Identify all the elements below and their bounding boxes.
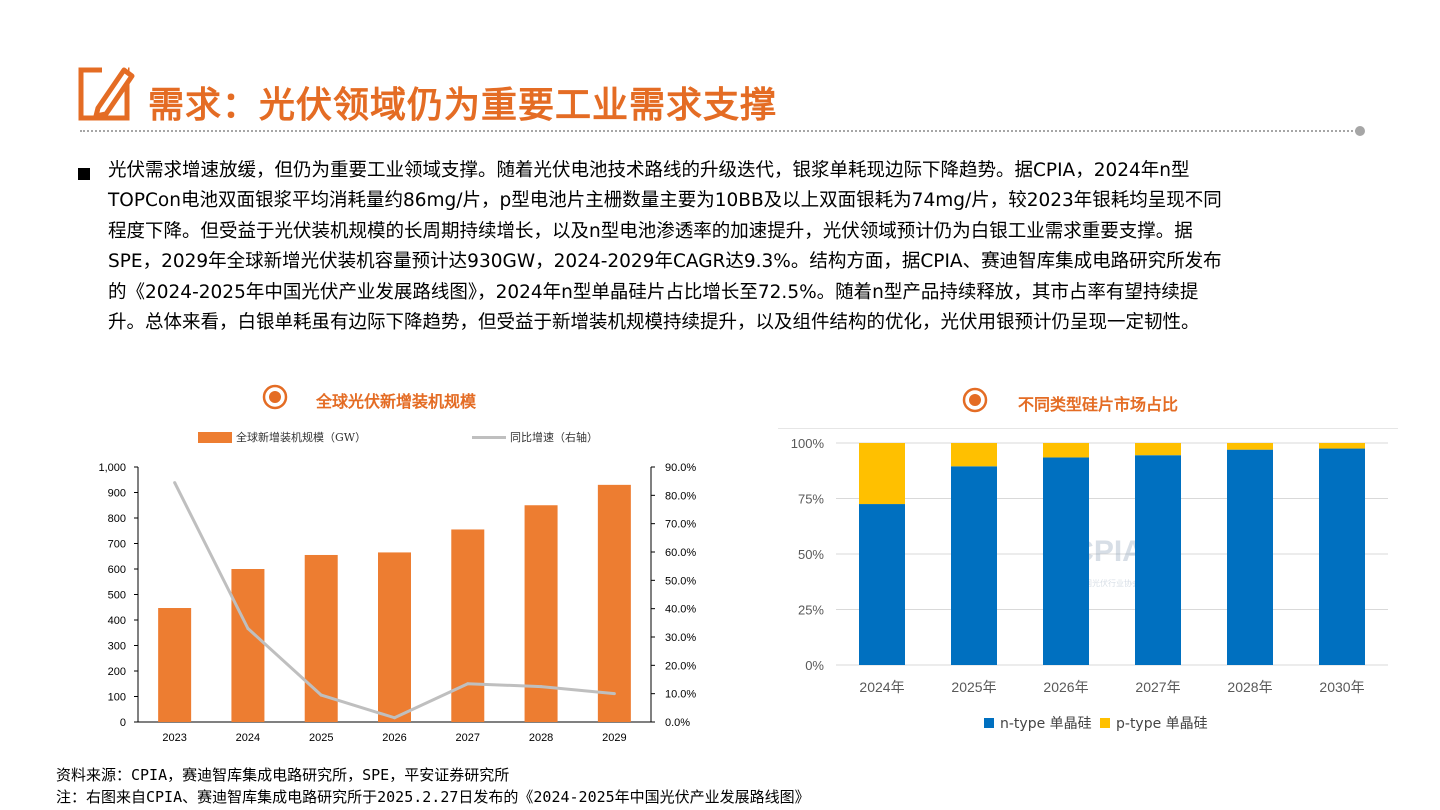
- bar-ntype-2024年: [859, 504, 905, 665]
- legend-swatch-bar: [198, 431, 232, 443]
- bar-ptype-2030年: [1319, 443, 1365, 449]
- footnote: 注：右图来自CPIA、赛迪智库集成电路研究所于2025.2.27日发布的《202…: [56, 788, 810, 806]
- y-tick-label: 50%: [798, 547, 824, 562]
- bar-2023: [158, 608, 192, 722]
- bar-ptype-2028年: [1227, 443, 1273, 450]
- y-left-tick-label: 900: [108, 488, 126, 500]
- y-right-tick-label: 0.0%: [665, 717, 690, 729]
- bar-ntype-2030年: [1319, 448, 1365, 665]
- y-left-tick-label: 100: [108, 692, 126, 704]
- x-tick-label: 2028年: [1227, 679, 1272, 695]
- x-tick-label: 2025: [309, 732, 333, 744]
- y-left-tick-label: 400: [108, 615, 126, 627]
- legend-label: 同比增速（右轴）: [510, 431, 598, 444]
- x-tick-label: 2025年: [951, 679, 996, 695]
- legend-label: 全球新增装机规模（GW）: [236, 431, 367, 444]
- y-right-tick-label: 40.0%: [665, 604, 696, 616]
- legend-swatch-ntype: [984, 718, 994, 728]
- bar-ntype-2025年: [951, 466, 997, 665]
- paragraph-line: 升。总体来看，白银单耗虽有边际下降趋势，但受益于新增装机规模持续提升，以及组件结…: [108, 312, 1200, 334]
- x-tick-label: 2024: [236, 732, 260, 744]
- x-tick-label: 2028: [529, 732, 553, 744]
- paragraph-line: 光伏需求增速放缓，但仍为重要工业领域支撑。随着光伏电池技术路线的升级迭代，银浆单…: [108, 160, 1190, 181]
- y-left-tick-label: 800: [108, 513, 126, 525]
- y-left-tick-label: 600: [108, 564, 126, 576]
- x-tick-label: 2027年: [1135, 679, 1180, 695]
- y-tick-label: 100%: [791, 436, 825, 451]
- growth-point-2025: [319, 693, 323, 697]
- y-right-tick-label: 80.0%: [665, 490, 696, 502]
- paragraph-line: SPE，2029年全球新增光伏装机容量预计达930GW，2024-2029年CA…: [108, 251, 1222, 273]
- bar-ptype-2026年: [1043, 443, 1089, 458]
- bar-ntype-2028年: [1227, 449, 1273, 665]
- paragraph-line: TOPCon电池双面银浆平均消耗量约86mg/片，p型电池片主栅数量主要为10B…: [108, 190, 1222, 212]
- y-left-tick-label: 1,000: [98, 462, 126, 474]
- bar-ntype-2027年: [1135, 455, 1181, 665]
- divider-end-dot: [1355, 126, 1365, 136]
- bar-ptype-2027年: [1135, 443, 1181, 456]
- growth-point-2026: [393, 716, 396, 720]
- svg-text:中国光伏行业协会: 中国光伏行业协会: [1076, 578, 1140, 588]
- y-right-tick-label: 50.0%: [665, 575, 696, 587]
- x-tick-label: 2023: [162, 732, 186, 744]
- title-divider: [80, 130, 1360, 132]
- bar-ptype-2024年: [859, 443, 905, 505]
- x-tick-label: 2027: [456, 732, 480, 744]
- y-right-tick-label: 60.0%: [665, 547, 696, 559]
- bar-2028: [524, 505, 558, 722]
- x-tick-label: 2030年: [1319, 679, 1364, 695]
- legend-swatch-line: [472, 435, 506, 439]
- legend-label: n-type 单晶硅: [1000, 716, 1092, 732]
- source-note: 资料来源：CPIA，赛迪智库集成电路研究所，SPE，平安证券研究所: [56, 766, 510, 784]
- legend-item-ptype: p-type 单晶硅: [1100, 713, 1208, 733]
- bar-ptype-2025年: [951, 443, 997, 467]
- left-chart-title: 全球光伏新增装机规模: [316, 392, 477, 411]
- right-chart-title: 不同类型硅片市场占比: [1018, 395, 1179, 414]
- bar-2026: [378, 552, 411, 722]
- y-right-tick-label: 90.0%: [665, 462, 696, 474]
- x-tick-label: 2026: [382, 732, 406, 744]
- y-left-tick-label: 500: [108, 590, 126, 602]
- growth-point-2029: [612, 692, 616, 696]
- target-icon: [962, 387, 988, 413]
- paragraph-line: 的《2024-2025年中国光伏产业发展路线图》，2024年n型单晶硅片占比增长…: [108, 281, 1199, 303]
- legend-item-line: 同比增速（右轴）: [472, 429, 598, 445]
- page-title: 需求：光伏领域仍为重要工业需求支撑: [148, 84, 778, 126]
- y-tick-label: 75%: [798, 492, 824, 507]
- bar-ntype-2026年: [1043, 457, 1089, 665]
- x-tick-label: 2026年: [1043, 679, 1088, 695]
- growth-point-2023: [173, 481, 177, 485]
- bullet-square-icon: [78, 168, 90, 180]
- y-left-tick-label: 700: [108, 539, 126, 551]
- body-paragraph: 光伏需求增速放缓，但仍为重要工业领域支撑。随着光伏电池技术路线的升级迭代，银浆单…: [108, 156, 1358, 338]
- y-right-tick-label: 30.0%: [665, 632, 696, 644]
- legend-item-ntype: n-type 单晶硅: [984, 713, 1092, 733]
- legend-swatch-ptype: [1100, 718, 1110, 728]
- pencil-note-icon: [78, 66, 135, 121]
- bar-2027: [451, 529, 485, 722]
- y-right-tick-label: 70.0%: [665, 519, 696, 531]
- installations-combo-chart: 0 100 200 300 400 500 600 700 800 900 1,000 0.0% 10.…: [98, 462, 696, 744]
- y-tick-label: 25%: [798, 603, 824, 618]
- growth-point-2024: [246, 627, 250, 630]
- paragraph-line: 程度下降。但受益于光伏装机规模的长周期持续增长，以及n型电池渗透率的加速提升，光…: [108, 220, 1193, 242]
- growth-point-2027: [466, 682, 470, 686]
- target-icon: [262, 384, 288, 410]
- y-left-tick-label: 0: [120, 717, 126, 729]
- y-left-tick-label: 300: [108, 641, 126, 653]
- legend-item-bar: 全球新增装机规模（GW）: [198, 429, 366, 445]
- legend-label: p-type 单晶硅: [1116, 716, 1208, 732]
- x-tick-label: 2024年: [859, 679, 904, 695]
- bar-2025: [304, 554, 338, 722]
- bar-2024: [231, 569, 265, 722]
- bar-2029: [597, 484, 631, 722]
- y-tick-label: 0%: [805, 658, 824, 673]
- y-right-tick-label: 20.0%: [665, 660, 696, 672]
- x-tick-label: 2029: [602, 732, 626, 744]
- y-left-tick-label: 200: [108, 666, 126, 678]
- y-right-tick-label: 10.0%: [665, 689, 696, 701]
- growth-point-2028: [539, 685, 543, 689]
